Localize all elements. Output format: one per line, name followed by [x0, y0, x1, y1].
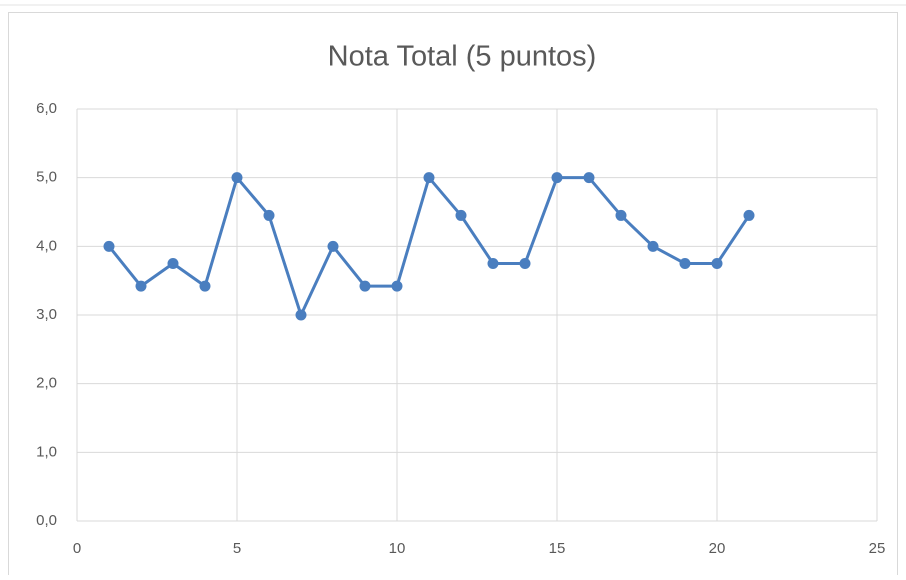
chart-title: Nota Total (5 puntos) — [328, 41, 597, 73]
x-tick-label: 10 — [389, 540, 406, 557]
plot — [103, 172, 755, 321]
data-point — [615, 209, 627, 221]
y-tick-label: 6,0 — [36, 100, 57, 117]
x-tick-label: 25 — [869, 540, 886, 557]
y-tick-label: 3,0 — [36, 306, 57, 323]
chart-frame — [8, 12, 898, 580]
x-tick-label: 5 — [233, 540, 241, 557]
x-tick-label: 20 — [709, 540, 726, 557]
data-point — [391, 280, 403, 292]
data-point — [135, 280, 147, 292]
data-point — [295, 309, 307, 321]
data-point — [711, 258, 723, 269]
data-point — [359, 280, 371, 292]
data-point — [167, 258, 179, 269]
data-point — [519, 258, 531, 269]
data-point — [743, 209, 755, 221]
data-point — [199, 280, 211, 292]
y-tick-label: 4,0 — [36, 237, 57, 254]
data-point — [103, 240, 115, 252]
data-point — [487, 258, 499, 269]
data-point — [583, 172, 595, 184]
x-tick-label: 15 — [549, 540, 566, 557]
y-tick-label: 5,0 — [36, 169, 57, 186]
data-point — [551, 172, 563, 184]
data-point — [647, 240, 659, 252]
x-tick-label: 0 — [73, 540, 81, 557]
data-point — [231, 172, 243, 184]
data-point — [423, 172, 435, 184]
data-point — [455, 209, 467, 221]
data-point — [679, 258, 691, 269]
y-tick-label: 2,0 — [36, 375, 57, 392]
y-tick-label: 0,0 — [36, 512, 57, 529]
data-point — [327, 240, 339, 252]
y-tick-label: 1,0 — [36, 443, 57, 460]
data-point — [263, 209, 275, 221]
